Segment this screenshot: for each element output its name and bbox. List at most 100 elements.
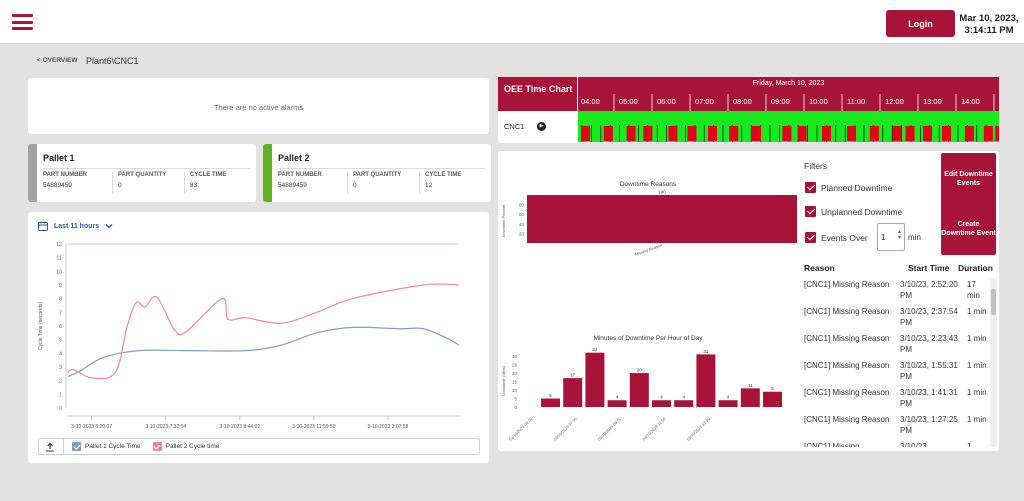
table-row[interactable]: [CNC1] Missing Reason 3/10/23, 1:41:31 PM… [804, 387, 990, 414]
start-time-cell: 3/10/23, 1:27:25 PM [900, 415, 958, 435]
downtime-block [821, 126, 831, 141]
events-over-minutes-input[interactable]: 1 ▲ ▼ [877, 223, 905, 251]
bar [652, 400, 671, 407]
bar [696, 354, 716, 407]
x-tick-label: 3-10-2023 8:20:07 [71, 424, 112, 430]
reason-column-header[interactable]: Reason [804, 263, 835, 273]
hour-label: 09:00 [771, 97, 790, 106]
downtime-block [729, 126, 739, 141]
edit-downtime-events-button[interactable]: Edit Downtime Events [941, 153, 996, 205]
y-tick-label: 10 [56, 269, 62, 275]
downtime-block [847, 126, 857, 141]
bar-value-label: 20 [637, 368, 643, 373]
part-quantity-value: 0 [353, 182, 357, 189]
current-datetime: Mar 10, 2023, 3:14:11 PM [958, 13, 1020, 37]
overview-link[interactable]: < OVERVIEW [37, 57, 78, 64]
divider [419, 172, 420, 194]
downtime-block [869, 126, 879, 141]
table-row[interactable]: [CNC1] Missing Reason 3/10/23, 1:27:25 PM… [804, 414, 990, 441]
bar [763, 391, 782, 407]
reason-cell: [CNC1] Missing Reason [804, 307, 890, 316]
stepper-arrows-icon[interactable]: ▲ ▼ [897, 229, 902, 241]
downtime-block [983, 126, 993, 141]
y-tick-label: 1 [59, 392, 62, 398]
menu-icon[interactable] [12, 14, 33, 30]
downtime-block [942, 126, 952, 141]
table-row[interactable]: [CNC1] Missing Reason 3/10/23, 1:55:31 PM… [804, 360, 990, 387]
y-tick-label: 2 [59, 379, 62, 385]
checkbox-icon [72, 442, 81, 451]
scrollbar-thumb[interactable] [991, 289, 996, 315]
create-downtime-event-button[interactable]: Create Downtime Event [941, 203, 996, 255]
play-icon[interactable]: ▶ [537, 122, 546, 131]
export-icon[interactable] [45, 442, 55, 452]
bar [718, 400, 738, 407]
x-tick-label: 03/10/2023 09:00 [597, 416, 623, 442]
y-tick-label: 30 [512, 354, 518, 359]
planned-downtime-label: Planned Downtime [821, 183, 893, 193]
unplanned-downtime-label: Unplanned Downtime [821, 207, 903, 217]
pallet-2-status-bar [263, 144, 272, 202]
x-tick-label: Missing Reason [634, 242, 662, 256]
table-row[interactable]: [CNC1] Missing Reason 3/10/23, 2:23:43 PM… [804, 333, 990, 360]
table-row[interactable]: [CNC1] Missing 3/10/23, 1 [804, 441, 990, 447]
bar-value-label: 11 [748, 383, 753, 388]
table-scrollbar[interactable] [990, 279, 997, 447]
hour-label: 10:00 [809, 97, 828, 106]
reason-cell: [CNC1] Missing Reason [804, 361, 890, 370]
oee-timeline: 04:00 05:00 06:00 07:00 08:00 09:00 10:00 11:00… [578, 94, 999, 142]
y-tick-label: 60 [519, 212, 525, 217]
hour-label: 14:00 [961, 97, 980, 106]
duration-column-header[interactable]: Duration [958, 263, 993, 273]
bar-value-label: 4 [660, 395, 663, 400]
duration-cell: 1 min [967, 361, 987, 370]
reason-cell: [CNC1] Missing [804, 442, 860, 447]
part-quantity-label: PART QUANTITY [118, 172, 167, 178]
y-tick-label: 15 [512, 380, 518, 385]
events-over-checkbox[interactable] [805, 232, 816, 243]
events-over-label: Events Over [821, 233, 868, 243]
y-axis-label: Cycle Time (seconds) [38, 302, 44, 350]
part-number-value: 54889459 [278, 182, 307, 189]
x-tick-label: 3-10-2023 7:32:04 [145, 424, 186, 430]
time-range-label: Last 11 hours [54, 222, 100, 230]
current-date: Mar 10, 2023, [959, 13, 1019, 24]
reason-cell: [CNC1] Missing Reason [804, 280, 890, 289]
oee-date: Friday, March 10, 2023 [752, 80, 825, 87]
table-row[interactable]: [CNC1] Missing Reason 3/10/23, 2:37:54 PM… [804, 306, 990, 333]
time-range-dropdown[interactable]: Last 11 hours [38, 221, 113, 231]
bar-value-label: 17 [570, 373, 576, 378]
start-time-cell: 3/10/23, 2:37:54 PM [900, 307, 958, 327]
cycle-time-value: 12 [425, 182, 433, 189]
oee-header: OEE Time Chart Friday, March 10, 2023 [498, 77, 999, 111]
checkbox-icon [152, 442, 162, 451]
downtime-panel: Downtime Reasons 20 40 60 80 Downtime Percent… [498, 151, 999, 451]
y-tick-label: 0 [514, 405, 517, 410]
hour-label: 04:00 [581, 97, 600, 106]
login-button[interactable]: Login [886, 10, 955, 37]
duration-cell: 1 min [967, 334, 987, 343]
legend-pallet-1[interactable]: Pallet 1 Cycle Time [72, 442, 141, 451]
y-tick-label: 80 [519, 203, 525, 208]
planned-downtime-checkbox[interactable] [805, 182, 816, 193]
y-tick-label: 12 [56, 242, 62, 248]
divider [63, 439, 64, 454]
y-tick-label: 4 [59, 351, 62, 357]
oee-run-bar [578, 111, 999, 125]
unplanned-downtime-checkbox[interactable] [805, 206, 816, 217]
legend-pallet-2[interactable]: Pallet 2 Cycle time [152, 442, 219, 451]
bar-value-label: 4 [616, 395, 619, 400]
divider [184, 172, 185, 194]
table-row[interactable]: [CNC1] Missing Reason 3/10/23, 2:52:20 PM… [804, 279, 990, 306]
start-time-column-header[interactable]: Start Time [908, 263, 950, 273]
start-time-cell: 3/10/23, 1:41:31 PM [900, 388, 958, 408]
machine-label: CNC1 [504, 122, 525, 131]
hour-label: 05:00 [619, 97, 638, 106]
x-tick-label: 03/10/2023 13:00 [685, 416, 711, 442]
pallet-2-title: Pallet 2 [278, 153, 310, 163]
hour-label: 06:00 [657, 97, 676, 106]
bar [563, 378, 583, 407]
downtime-block [626, 126, 636, 141]
reason-cell: [CNC1] Missing Reason [804, 415, 890, 424]
